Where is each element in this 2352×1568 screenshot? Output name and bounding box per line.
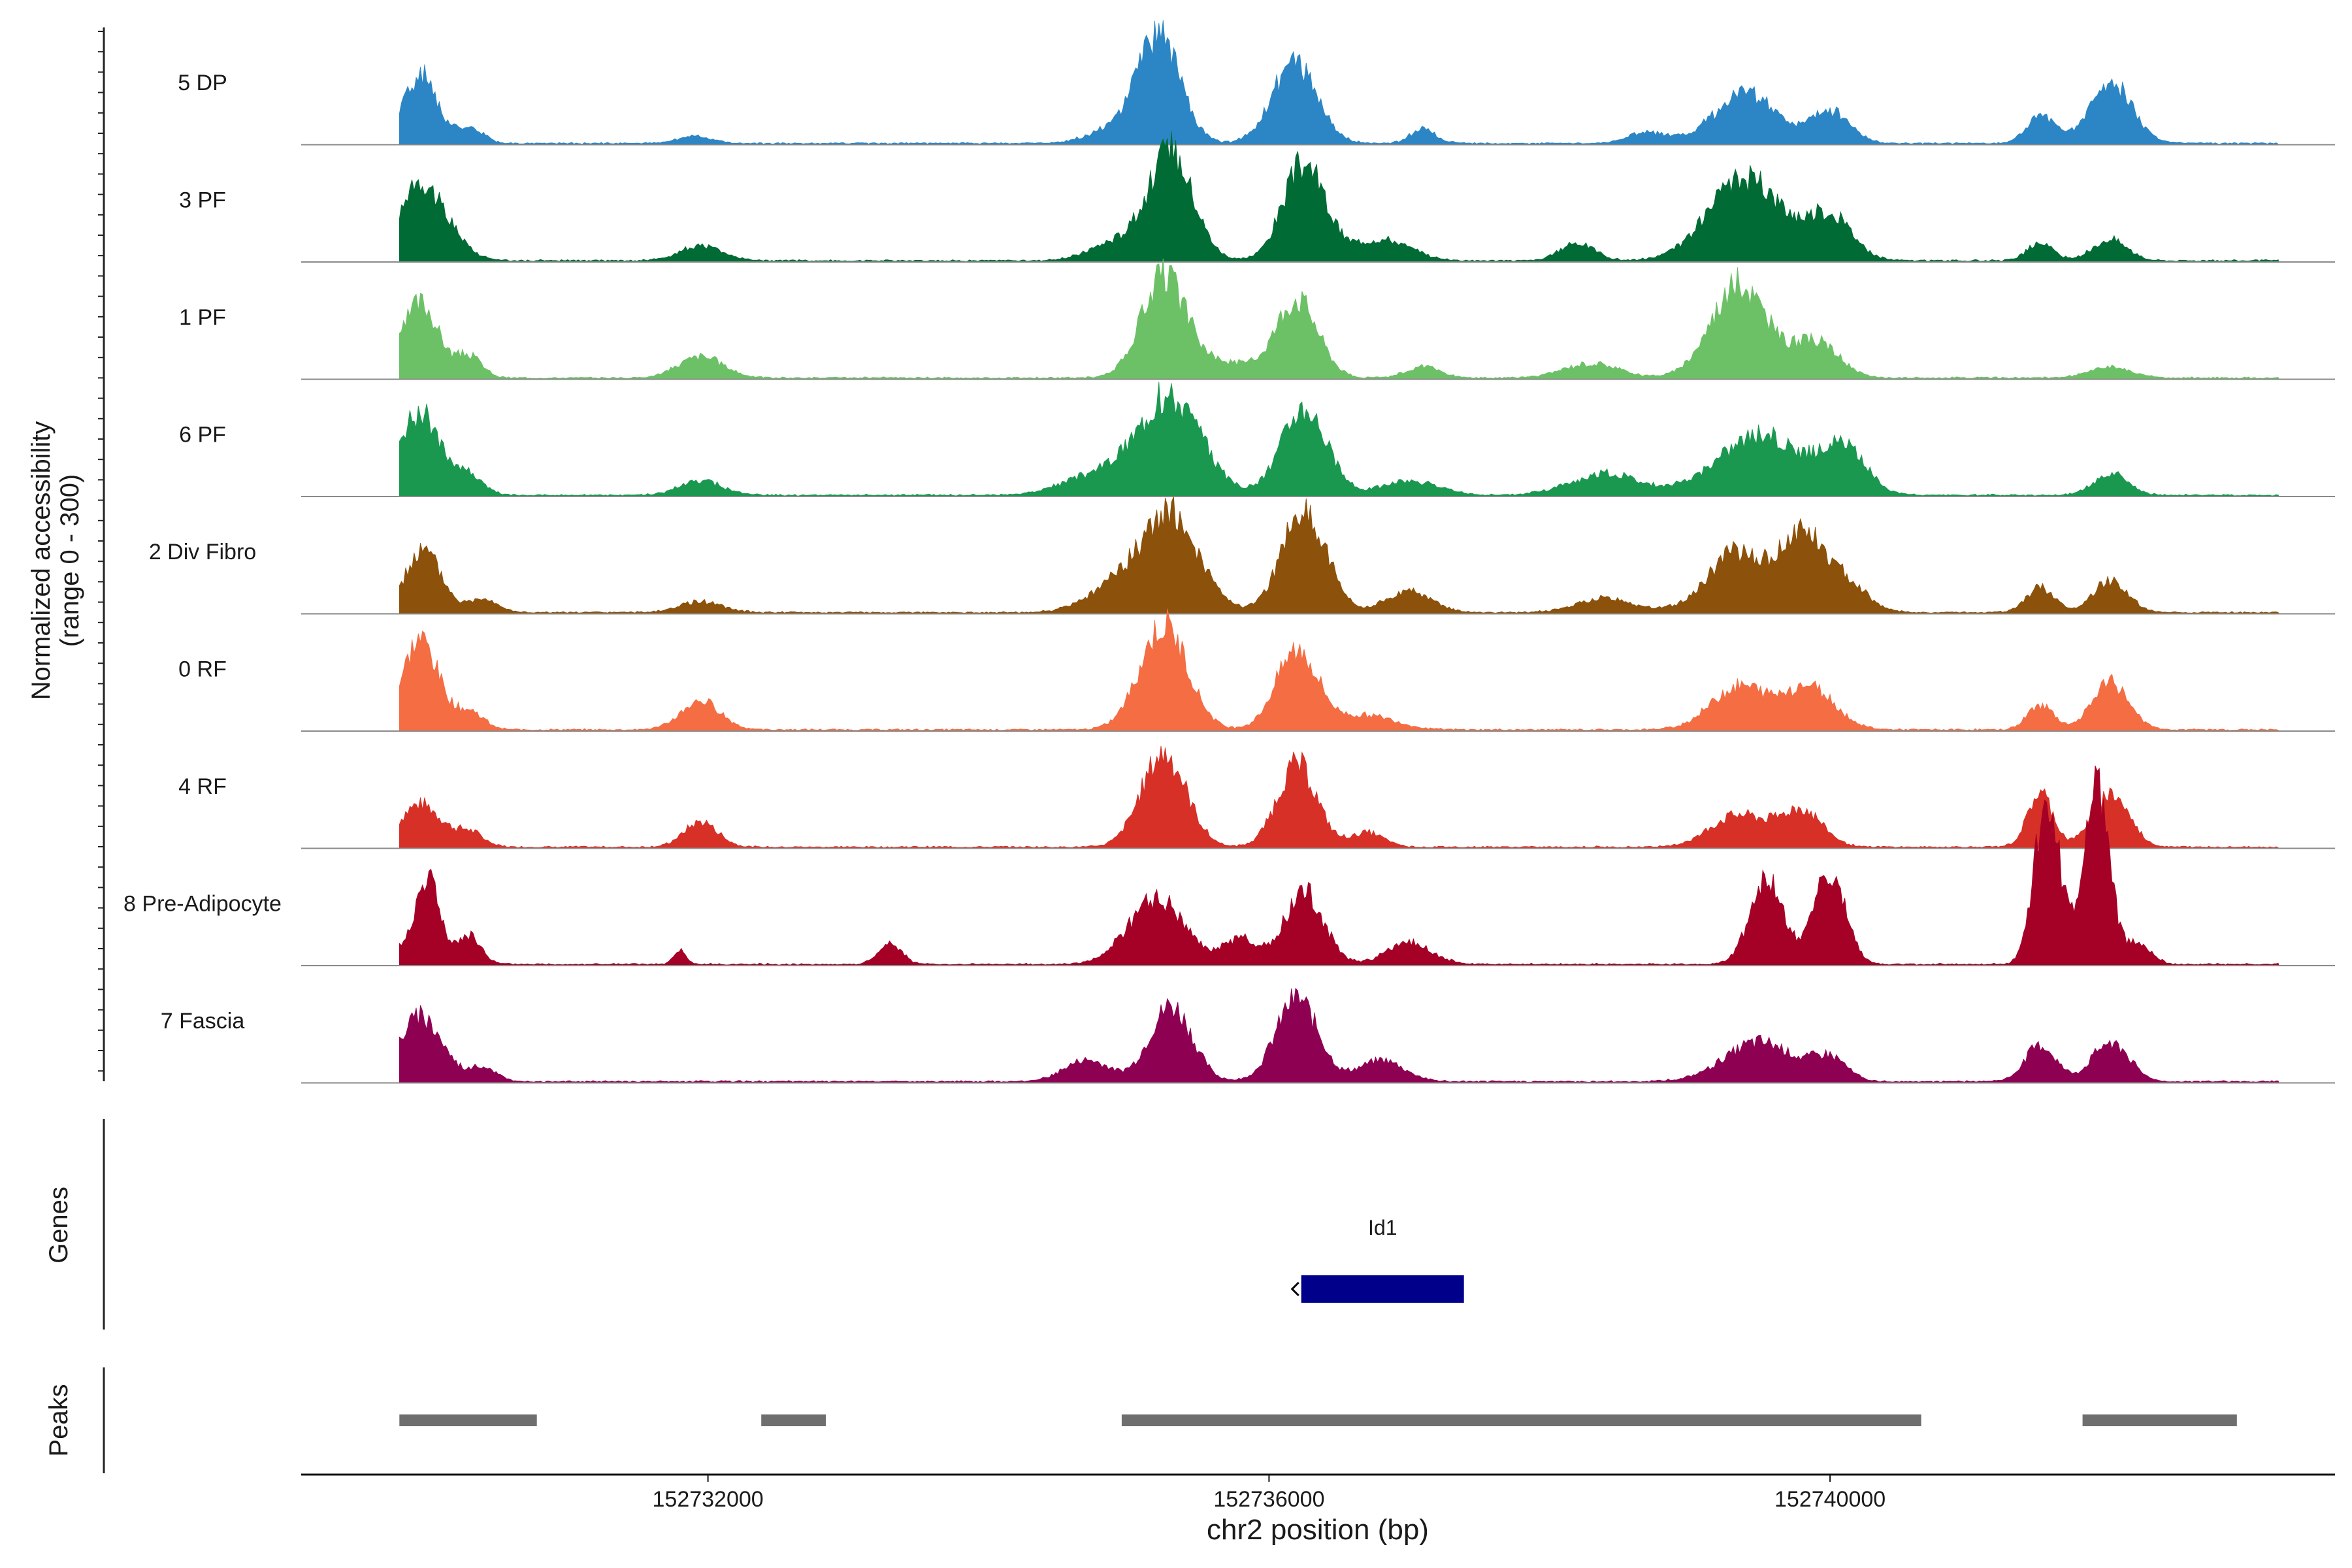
- coverage-area-6-pf: [399, 382, 2279, 497]
- gene-strand-arrow: [1290, 1281, 1299, 1297]
- coverage-area-4-rf: [399, 745, 2279, 849]
- track-label-7-fascia: 7 Fascia: [161, 1009, 245, 1034]
- track-3-pf: 3 PF: [179, 131, 2335, 263]
- coverage-tracks: 5 DP 3 PF 1 PF 6 PF 2 Div Fibro 0 RF 4 RF 8 Pre…: [123, 20, 2335, 1084]
- peak-region: [399, 1414, 537, 1426]
- track-label-3-pf: 3 PF: [179, 188, 226, 213]
- coverage-area-5-dp: [399, 20, 2280, 145]
- coverage-area-7-fascia: [399, 987, 2279, 1083]
- y-axis-range-label: (range 0 - 300): [56, 474, 84, 647]
- coverage-area-1-pf: [399, 258, 2279, 380]
- peak-region: [761, 1414, 826, 1426]
- track-label-0-rf: 0 RF: [178, 657, 227, 682]
- track-label-8-pre-adipocyte: 8 Pre-Adipocyte: [123, 892, 282, 917]
- gene-label: Id1: [1368, 1216, 1397, 1239]
- track-label-1-pf: 1 PF: [179, 305, 226, 330]
- gene-body-id1: [1301, 1275, 1464, 1303]
- genes-track: Id1: [1290, 1216, 1464, 1303]
- coverage-area-2-div-fibro: [399, 496, 2279, 614]
- peak-region: [2082, 1414, 2237, 1426]
- track-2-div-fibro: 2 Div Fibro: [149, 496, 2335, 615]
- coverage-area-0-rf: [399, 608, 2279, 732]
- genes-track-label: Genes: [44, 1186, 73, 1264]
- track-label-4-rf: 4 RF: [178, 774, 227, 799]
- track-1-pf: 1 PF: [179, 258, 2335, 380]
- coverage-area-8-pre-adipocyte: [399, 765, 2279, 966]
- track-0-rf: 0 RF: [178, 608, 2335, 732]
- x-axis-tick-label: 152736000: [1213, 1487, 1324, 1512]
- track-5-dp: 5 DP: [178, 20, 2335, 146]
- coverage-area-3-pf: [399, 131, 2279, 263]
- x-axis-tick-label: 152740000: [1774, 1487, 1886, 1512]
- coverage-y-axis-ticks: [98, 31, 104, 1072]
- x-axis-label: chr2 position (bp): [1207, 1514, 1429, 1546]
- x-axis-tick-label: 152732000: [653, 1487, 764, 1512]
- track-label-5-dp: 5 DP: [178, 71, 227, 95]
- y-axis-label: Normalized accessibility: [27, 421, 56, 700]
- peak-region: [1121, 1414, 1921, 1426]
- track-label-6-pf: 6 PF: [179, 423, 226, 448]
- peaks-track-label: Peaks: [44, 1384, 73, 1456]
- track-4-rf: 4 RF: [178, 745, 2335, 849]
- peaks-track: [399, 1414, 2237, 1426]
- track-label-2-div-fibro: 2 Div Fibro: [149, 540, 256, 564]
- track-6-pf: 6 PF: [179, 382, 2335, 497]
- track-8-pre-adipocyte: 8 Pre-Adipocyte: [123, 765, 2335, 966]
- x-axis-ticks: 152732000 152736000 152740000: [653, 1475, 1886, 1512]
- track-7-fascia: 7 Fascia: [161, 987, 2335, 1084]
